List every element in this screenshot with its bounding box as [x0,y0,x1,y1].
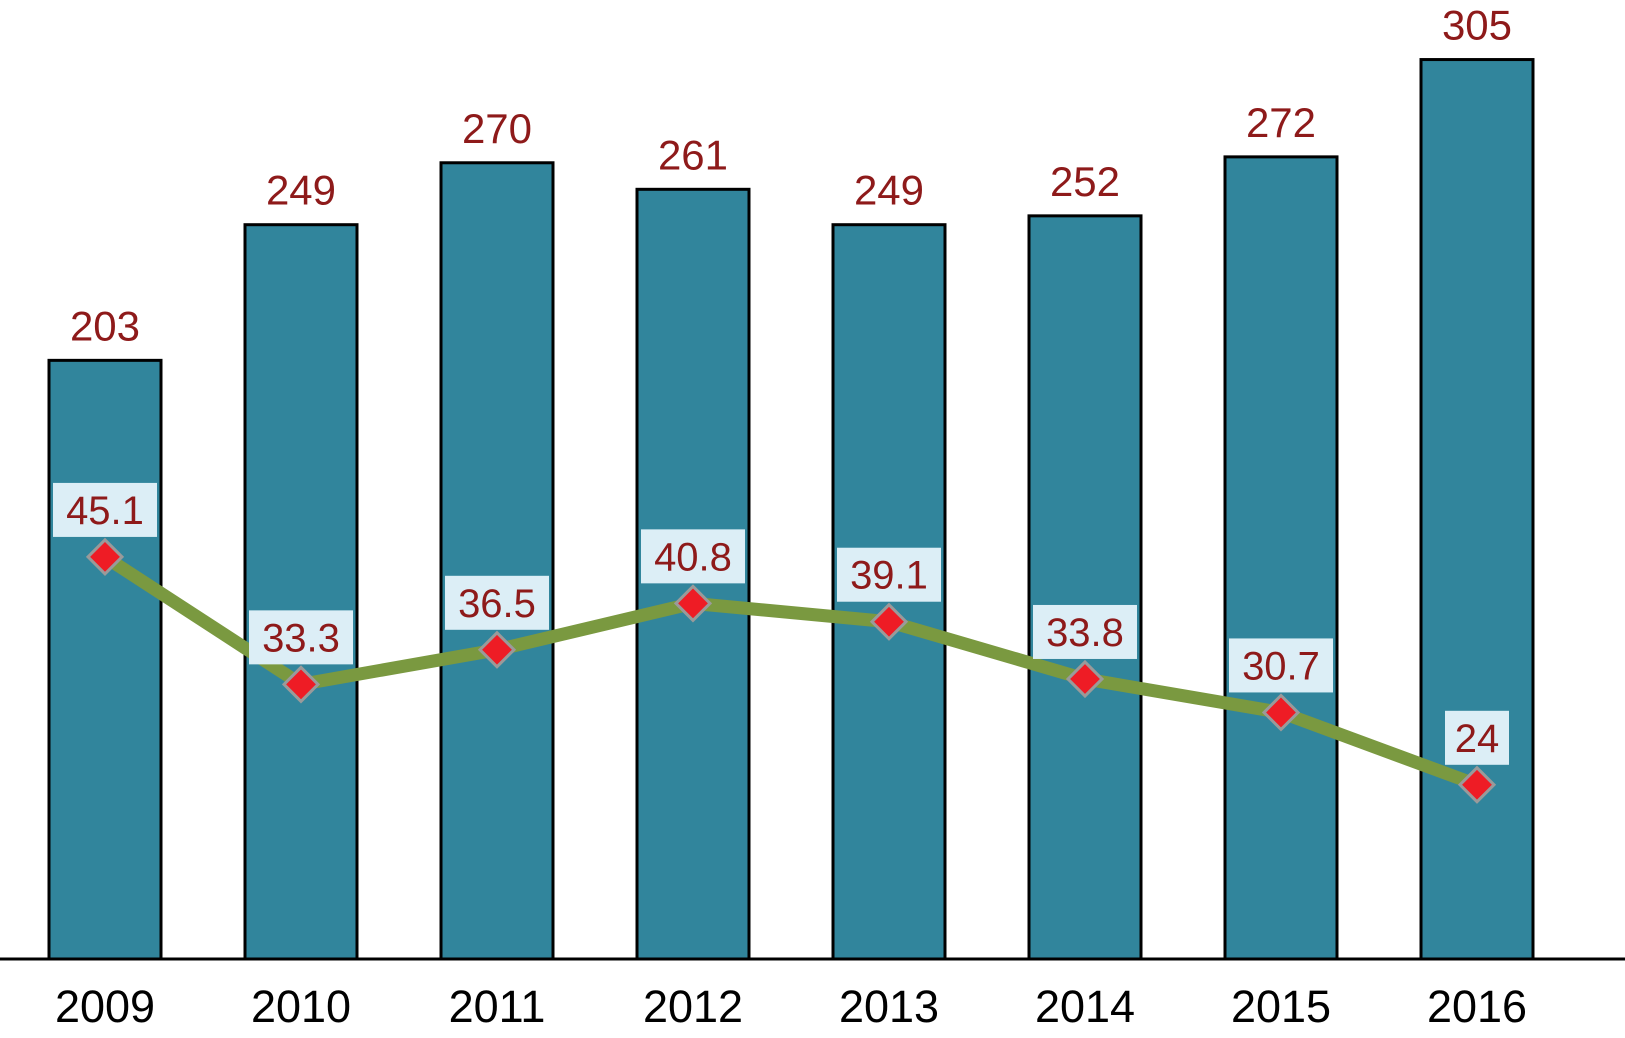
bar-value-label: 249 [854,167,924,214]
line-value-label: 24 [1455,717,1500,761]
line-value-label-box [641,529,745,584]
line-marker-diamond-icon [1261,693,1301,732]
line-value-label: 30.7 [1242,644,1320,688]
line-value-label-box [1033,604,1137,659]
line-marker-diamond-icon [281,665,321,704]
bar-value-label: 261 [658,131,728,178]
bar-value-label: 270 [462,105,532,152]
line-marker-diamond-icon [673,584,713,623]
line-series [98,550,1484,792]
line-value-label: 45.1 [66,489,144,533]
bar-2014 [1027,214,1143,961]
line-value-label: 33.3 [262,616,340,660]
bar-value-label: 252 [1050,158,1120,205]
x-axis-tick-label: 2013 [839,981,939,1032]
line-value-label: 36.5 [458,582,536,626]
bar-value-label: 305 [1442,2,1512,49]
line-marker-diamond-icon [85,537,125,577]
x-axis-tick-label: 2011 [449,981,546,1032]
bar-2011 [439,161,555,961]
bar-2016 [1419,58,1535,961]
line-value-label-box [445,575,549,630]
line-value-label-box [1229,638,1333,693]
x-axis-tick-label: 2009 [55,981,155,1032]
x-axis-tick-label: 2016 [1427,981,1527,1032]
line-value-label-box [53,482,157,537]
line-marker-diamond-icon [477,630,517,669]
line-marker-diamond-icon [1065,659,1105,699]
bar-value-label: 203 [70,302,140,349]
line-marker-diamond-icon [869,602,909,641]
bar-2015 [1223,155,1339,961]
x-axis-tick-label: 2014 [1035,981,1135,1032]
bar-value-label: 272 [1246,99,1316,146]
bar-2010 [243,223,359,961]
x-axis-tick-label: 2010 [251,981,351,1032]
line-value-label: 40.8 [654,535,732,579]
x-axis-tick-label: 2015 [1231,981,1331,1032]
bar-value-label: 249 [266,167,336,214]
line-value-label-box [249,610,353,665]
x-axis-tick-label: 2012 [643,981,743,1032]
line-value-label-box [837,547,941,602]
line-value-label: 39.1 [850,554,928,598]
line-value-label: 33.8 [1046,611,1124,655]
line-marker-diamond-icon [1457,765,1497,804]
line-value-label-box [1445,710,1509,765]
bar-2009 [47,358,163,961]
